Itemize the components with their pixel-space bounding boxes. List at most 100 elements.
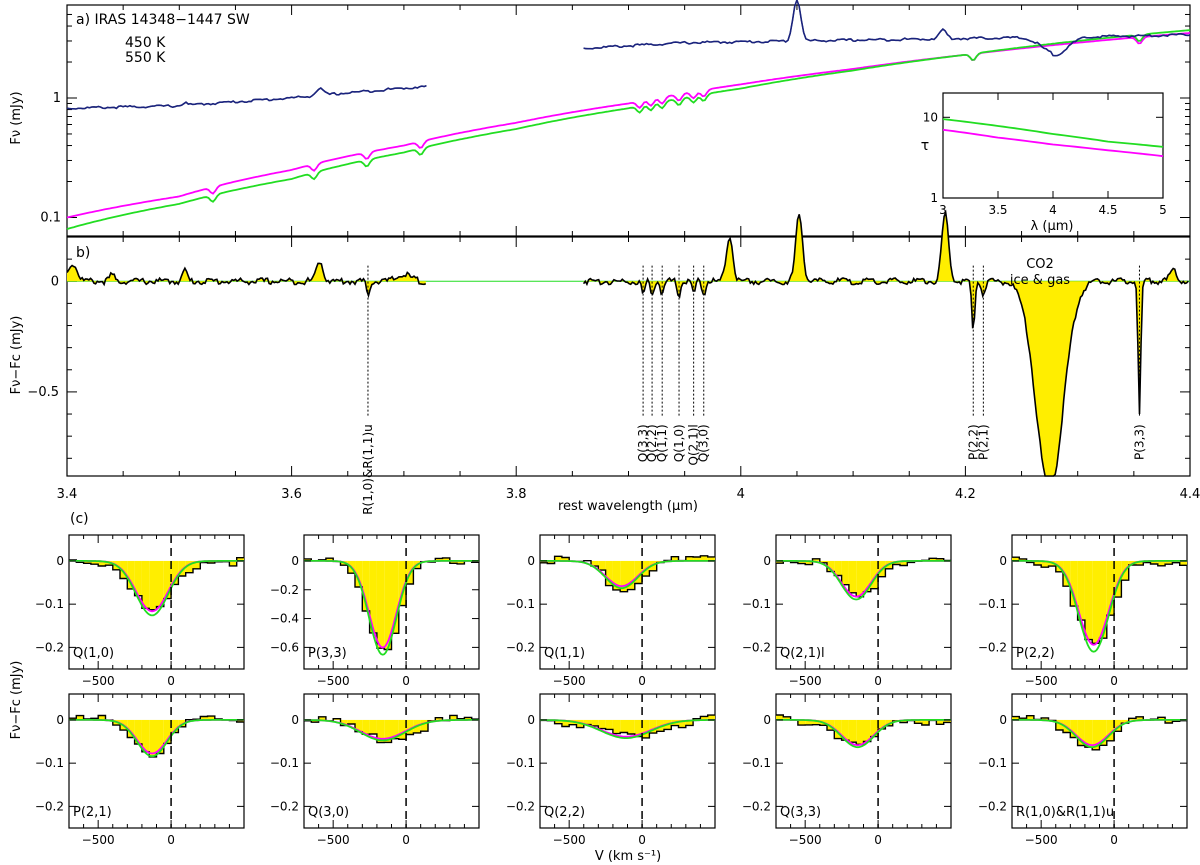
- velocity-fill: [449, 560, 458, 564]
- subpanel-xtick-label: 0: [874, 833, 882, 847]
- subpanel-ytick-label: −0.1: [742, 597, 771, 611]
- velocity-fill: [134, 719, 142, 745]
- velocity-fill: [812, 558, 820, 561]
- velocity-fill: [1165, 560, 1173, 565]
- velocity-fill: [156, 560, 164, 607]
- velocity-fill: [141, 560, 150, 609]
- residual-fill-1: [583, 212, 1189, 476]
- subpanel-ytick-label: 0: [56, 713, 64, 727]
- velocity-fill: [435, 558, 443, 561]
- velocity-fill: [120, 560, 128, 579]
- model-550k-profile: [1012, 560, 1187, 653]
- panel-b-xtick-label: 4: [737, 487, 745, 502]
- velocity-fill: [391, 560, 399, 634]
- velocity-fill: [856, 719, 864, 745]
- line-label-Q(3,3): Q(3,3): [636, 424, 650, 462]
- velocity-fill: [1070, 560, 1078, 607]
- velocity-fill: [1070, 719, 1078, 738]
- velocity-fill: [464, 717, 472, 720]
- velocity-fill: [134, 560, 142, 596]
- subpanel-ytick-label: 0: [999, 554, 1007, 568]
- velocity-fill: [1106, 719, 1115, 741]
- velocity-histogram: [1012, 715, 1187, 751]
- velocity-fill: [834, 560, 842, 576]
- velocity-fill: [805, 719, 813, 725]
- velocity-fill: [863, 719, 871, 742]
- velocity-fill: [1084, 560, 1093, 640]
- subpanel-xtick-label: −500: [789, 833, 822, 847]
- subpanel-name-P(3,3): P(3,3): [308, 646, 347, 661]
- subpanel-ytick-label: −0.2: [742, 640, 771, 654]
- velocity-fill: [899, 560, 908, 566]
- panel-b-ylabel: Fν−Fc (mJy): [9, 316, 24, 395]
- subpanel-ytick-label: −0.4: [270, 612, 299, 626]
- subpanel-ytick-label: −0.2: [270, 799, 299, 813]
- model-550k-profile: [776, 560, 951, 601]
- velocity-fill: [347, 719, 356, 725]
- panel-b-title: b): [76, 245, 90, 261]
- velocity-fill: [340, 719, 348, 726]
- subpanel-xtick-label: −500: [317, 833, 350, 847]
- velocity-fill: [304, 558, 312, 561]
- velocity-fill: [1033, 560, 1042, 565]
- velocity-fill: [207, 560, 215, 563]
- velocity-fill: [178, 719, 186, 727]
- velocity-fill: [921, 719, 930, 725]
- inset-xtick-label: 3: [939, 203, 947, 217]
- velocity-fill: [1092, 560, 1100, 644]
- velocity-fill: [693, 556, 701, 561]
- observed-spectrum-long-black: [583, 0, 1191, 57]
- panel-c-ylabel: Fν−Fc (mJy): [9, 661, 24, 740]
- subpanel-xtick-label: −500: [1025, 674, 1058, 688]
- subpanel-ytick-label: −0.1: [270, 756, 299, 770]
- velocity-fill: [583, 719, 592, 725]
- subpanel-xtick-label: 0: [167, 833, 175, 847]
- subpanel-ytick-label: 0: [56, 554, 64, 568]
- velocity-fill: [141, 719, 150, 752]
- velocity-fill: [707, 715, 715, 720]
- subpanel-ytick-label: −0.2: [978, 640, 1007, 654]
- subpanel-ytick-label: 0: [999, 713, 1007, 727]
- velocity-fill: [229, 560, 237, 566]
- velocity-fill: [1165, 719, 1173, 723]
- velocity-fill: [1077, 719, 1085, 746]
- line-label-P(2,2): P(2,2): [966, 424, 980, 460]
- subpanel-ytick-label: −0.1: [506, 597, 535, 611]
- model-550k-profile: [1012, 719, 1187, 749]
- subpanel-ytick-label: −0.1: [742, 756, 771, 770]
- velocity-fill: [362, 719, 370, 735]
- subpanel-xtick-label: −500: [553, 674, 586, 688]
- inset-xlabel: λ (μm): [1031, 219, 1074, 234]
- velocity-fill: [707, 556, 715, 561]
- velocity-fill: [1019, 558, 1027, 561]
- velocity-fill: [598, 560, 606, 571]
- velocity-fill: [1063, 560, 1071, 587]
- subpanel-xtick-label: −500: [82, 833, 115, 847]
- velocity-fill: [127, 560, 135, 589]
- panel-c-title: (c): [70, 511, 89, 527]
- residual-fill-0: [67, 263, 426, 296]
- velocity-fill: [554, 556, 562, 561]
- velocity-fill: [355, 560, 363, 587]
- velocity-fill: [561, 557, 570, 561]
- velocity-fill: [841, 719, 849, 741]
- velocity-fill: [171, 719, 179, 733]
- velocity-fill: [819, 560, 828, 563]
- velocity-fill: [369, 719, 377, 734]
- subpanel-name-Q(2,1)l: Q(2,1)l: [780, 646, 825, 661]
- velocity-fill: [1084, 719, 1093, 748]
- velocity-fill: [1077, 560, 1085, 621]
- velocity-fill: [863, 560, 871, 592]
- panel-b-ytick-label: −0.5: [27, 385, 59, 400]
- velocity-fill: [362, 560, 370, 611]
- panel-b-xtick-label: 3.6: [281, 487, 302, 502]
- velocity-fill: [163, 560, 172, 599]
- subpanel-ytick-label: 0: [763, 713, 771, 727]
- velocity-fill: [420, 719, 428, 732]
- velocity-fill: [627, 719, 635, 734]
- velocity-fill: [1128, 718, 1136, 720]
- subpanel-xtick-label: 0: [638, 833, 646, 847]
- velocity-fill: [442, 557, 450, 561]
- velocity-fill: [649, 719, 657, 734]
- velocity-fill: [149, 719, 157, 757]
